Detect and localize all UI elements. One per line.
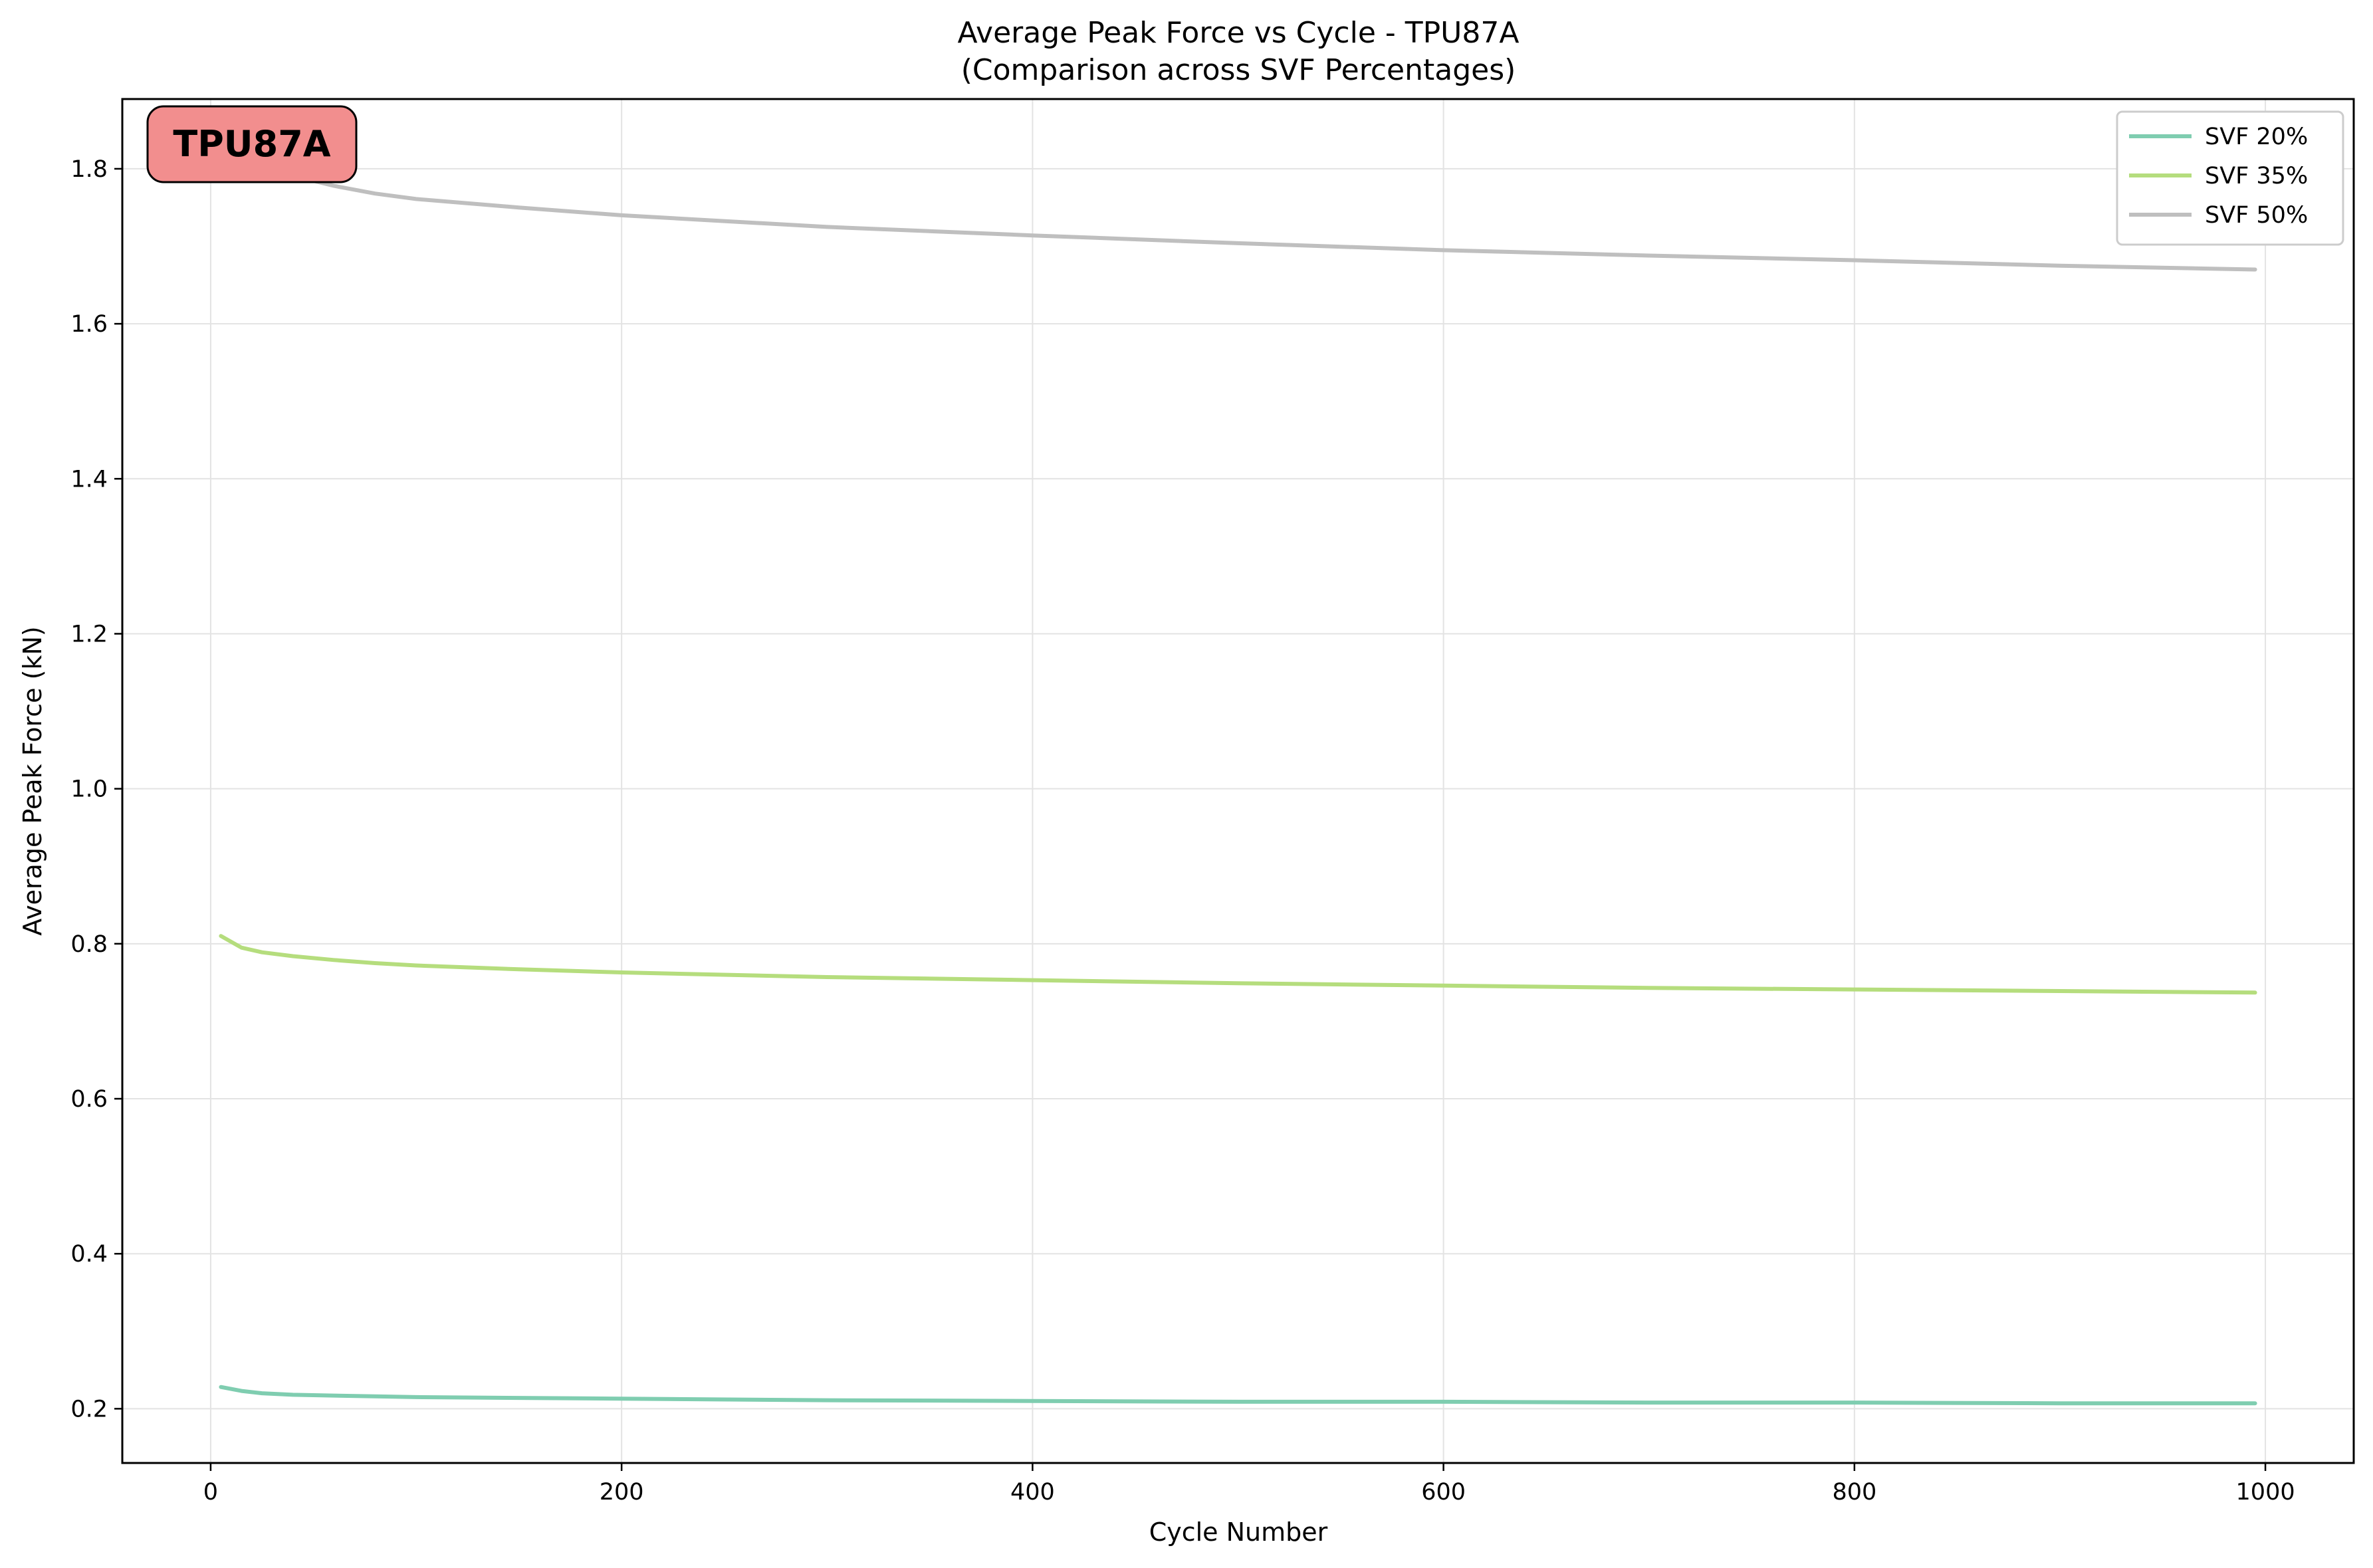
series-line-svf-2: [219, 934, 2257, 995]
y-tick-label: 1.8: [70, 156, 108, 183]
legend-label: SVF 20%: [2205, 124, 2308, 150]
plot-frame: [121, 98, 2355, 1464]
y-axis-ticks: 0.2 0.4 0.6 0.8 1.0 1.2 1.4 1.6 1.8: [70, 156, 122, 1422]
x-tick-label: 0: [203, 1479, 218, 1506]
y-tick-label: 1.4: [70, 466, 108, 493]
badge-text: TPU87A: [173, 123, 330, 165]
chart-subtitle: (Comparison across SVF Percentages): [961, 53, 1516, 87]
legend-label: SVF 50%: [2205, 202, 2308, 229]
x-tick-label: 800: [1832, 1479, 1876, 1506]
badge-box: [146, 105, 358, 183]
y-tick-label: 0.8: [70, 931, 108, 958]
y-axis-label: Average Peak Force (kN): [18, 626, 47, 935]
x-tick-label: 200: [600, 1479, 644, 1506]
x-tick-label: 400: [1010, 1479, 1055, 1506]
y-tick-label: 0.4: [70, 1241, 108, 1268]
y-tick-label: 1.6: [70, 311, 108, 338]
chart-title: Average Peak Force vs Cycle - TPU87A: [958, 16, 1520, 50]
legend: SVF 20% SVF 35% SVF 50%: [2116, 110, 2344, 246]
legend-label: SVF 35%: [2205, 163, 2308, 189]
grid-lines: [122, 99, 2354, 1463]
y-tick-label: 1.2: [70, 621, 108, 647]
badge: TPU87A: [146, 105, 358, 183]
x-tick-label: 1000: [2236, 1479, 2295, 1506]
x-axis-label: Cycle Number: [1149, 1517, 1328, 1547]
y-tick-label: 0.6: [70, 1086, 108, 1113]
y-tick-label: 1.0: [70, 776, 108, 803]
x-tick-label: 600: [1421, 1479, 1466, 1506]
series-line-svf-1: [219, 1385, 2257, 1406]
legend-items: SVF 20% SVF 35% SVF 50%: [2129, 124, 2308, 229]
y-tick-label: 0.2: [70, 1396, 108, 1422]
legend-box: [2116, 110, 2344, 246]
x-axis-ticks: 0 200 400 600 800 1000: [203, 1463, 2295, 1506]
